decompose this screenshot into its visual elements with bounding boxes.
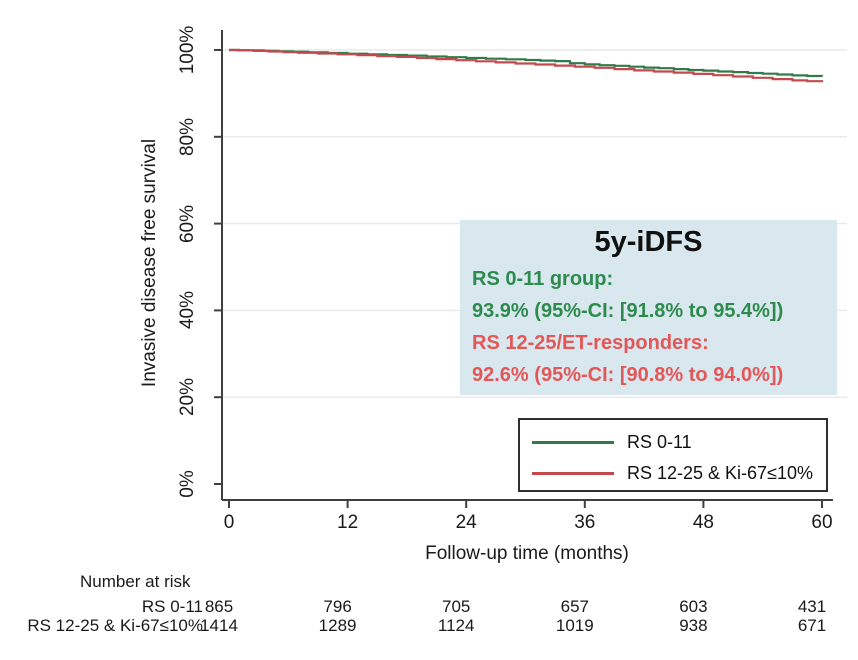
y-tick-label-80%: 80%: [177, 117, 198, 156]
y-tick-label-0%: 0%: [177, 470, 198, 498]
risk-row-label-rs12-25: RS 12-25 & Ki-67≤10%: [27, 616, 203, 635]
legend-entry-rs12-25: RS 12-25 & Ki-67≤10%: [520, 463, 826, 483]
x-tick-label-36: 36: [574, 512, 596, 533]
risk-count-row0-month60: 431: [797, 597, 827, 616]
y-tick-label-20%: 20%: [177, 378, 198, 417]
annotation-title: 5y-iDFS: [594, 226, 703, 258]
risk-count-row1-month36: 1019: [555, 616, 594, 635]
annotation-group2-value: 92.6% (95%-CI: [90.8% to 94.0%]): [472, 364, 784, 386]
risk-count-row0-month12: 796: [323, 597, 352, 616]
survival-curve-red: [229, 48, 824, 83]
legend: RS 0-11 RS 12-25 & Ki-67≤10%: [518, 418, 828, 492]
risk-count-row0-month36: 657: [560, 597, 589, 616]
risk-count-row0-month48: 603: [679, 597, 708, 616]
x-tick-label-12: 12: [337, 512, 359, 533]
x-tick-label-48: 48: [692, 512, 714, 533]
risk-count-row1-month0: 1414: [200, 616, 238, 635]
y-tick-label-100%: 100%: [177, 25, 198, 75]
risk-count-row0-month24: 705: [442, 597, 471, 616]
x-tick-label-60: 60: [811, 512, 833, 533]
x-tick-label-0: 0: [223, 512, 235, 533]
legend-label: RS 12-25 & Ki-67≤10%: [627, 463, 813, 483]
legend-line-swatch-green: [532, 441, 614, 444]
x-axis-title: Follow-up time (months): [425, 543, 629, 564]
risk-table-title: Number at risk: [80, 572, 191, 591]
risk-count-row1-month60: 671: [797, 616, 827, 635]
legend-line-swatch-red: [532, 472, 614, 475]
risk-count-row1-month12: 1289: [318, 616, 357, 635]
annotation-group1-value: 93.9% (95%-CI: [91.8% to 95.4%]): [472, 300, 784, 322]
risk-count-row1-month24: 1124: [437, 616, 475, 635]
y-tick-label-40%: 40%: [177, 291, 198, 330]
y-axis-title: Invasive disease free survival: [139, 138, 160, 388]
annotation-box: 5y-iDFS RS 0-11 group: 93.9% (95%-CI: [9…: [460, 220, 837, 395]
risk-count-row0-month0: 865: [204, 597, 234, 616]
annotation-group2-label: RS 12-25/ET-responders:: [472, 332, 709, 354]
legend-label: RS 0-11: [627, 432, 692, 452]
risk-row-label-rs0-11: RS 0-11: [141, 597, 203, 616]
legend-entry-rs0-11: RS 0-11: [520, 432, 826, 452]
x-tick-label-24: 24: [455, 512, 477, 533]
risk-count-row1-month48: 938: [679, 616, 708, 635]
annotation-group1-label: RS 0-11 group:: [472, 268, 614, 290]
y-tick-label-60%: 60%: [177, 204, 198, 243]
